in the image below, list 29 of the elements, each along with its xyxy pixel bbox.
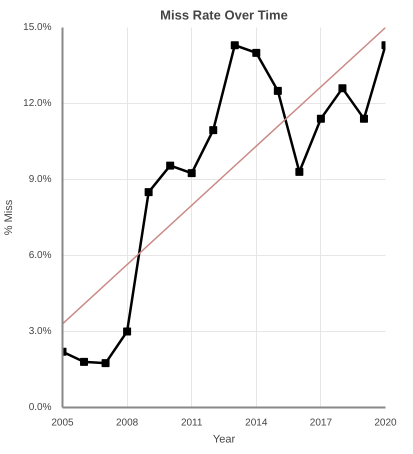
y-tick-label: 0.0% bbox=[28, 402, 52, 413]
x-tick-label: 2008 bbox=[116, 418, 139, 428]
x-tick-label: 2017 bbox=[310, 418, 332, 428]
x-tick-label: 2011 bbox=[180, 418, 203, 428]
y-tick-label: 6.0% bbox=[28, 250, 52, 261]
point bbox=[295, 168, 304, 176]
point bbox=[338, 84, 346, 92]
y-tick-label: 3.0% bbox=[28, 326, 52, 337]
point bbox=[209, 126, 218, 134]
y-tick-label: 9.0% bbox=[28, 174, 52, 185]
point bbox=[316, 114, 325, 123]
x-axis-title: Year bbox=[212, 434, 236, 446]
point bbox=[188, 169, 196, 178]
y-tick-label: 12.0% bbox=[23, 98, 52, 109]
x-tick-label: 2014 bbox=[245, 418, 268, 428]
chart-title: Miss Rate Over Time bbox=[160, 8, 288, 22]
point bbox=[360, 114, 368, 123]
x-tick-label: 2005 bbox=[51, 418, 74, 428]
y-axis-title: % Miss bbox=[3, 199, 16, 236]
point bbox=[252, 48, 260, 57]
point bbox=[230, 41, 239, 50]
point bbox=[102, 359, 110, 368]
point bbox=[166, 162, 174, 170]
point bbox=[144, 188, 153, 196]
x-tick-label: 2020 bbox=[374, 418, 398, 428]
point bbox=[80, 358, 88, 366]
y-tick-label: 15.0% bbox=[23, 22, 52, 33]
point bbox=[274, 86, 282, 95]
point bbox=[123, 328, 132, 336]
